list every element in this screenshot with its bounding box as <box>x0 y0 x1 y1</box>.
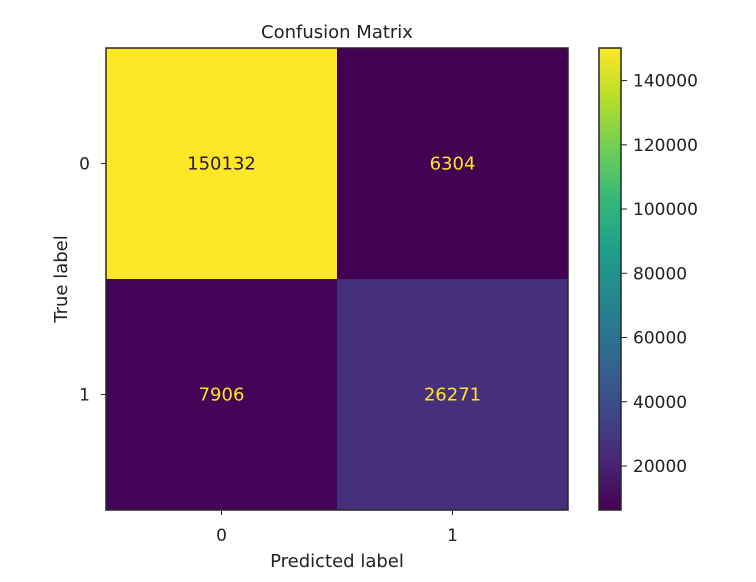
heatmap-cell-1-0 <box>106 279 337 510</box>
colorbar-tick-label: 120000 <box>633 136 698 156</box>
plot-frame <box>105 47 569 511</box>
colorbar-tick-label: 140000 <box>633 72 698 92</box>
x-axis-label: Predicted label <box>270 551 404 572</box>
heatmap-cells <box>106 48 568 510</box>
colorbar-tick-label: 100000 <box>633 200 698 220</box>
cell-value-label-1-1: 26271 <box>424 385 481 406</box>
x-tick-label: 0 <box>216 526 227 546</box>
chart-title: Confusion Matrix <box>261 22 413 43</box>
y-axis-label: True label <box>51 235 72 324</box>
y-tick-label: 0 <box>79 155 90 175</box>
cell-value-label-0-1: 6304 <box>430 154 476 175</box>
colorbar-tick-label: 60000 <box>633 329 687 349</box>
colorbar <box>598 47 622 511</box>
heatmap-cell-1-1 <box>337 279 568 510</box>
y-tick-labels: 01 <box>79 155 106 406</box>
colorbar-tick-label: 80000 <box>633 264 687 284</box>
colorbar-tick-label: 40000 <box>633 393 687 413</box>
colorbar-tick-label: 20000 <box>633 457 687 477</box>
y-tick-label: 1 <box>79 386 90 406</box>
cell-value-labels: 150132 6304 7906 26271 <box>187 154 481 406</box>
x-tick-label: 1 <box>447 526 458 546</box>
cell-value-label-1-0: 7906 <box>199 385 245 406</box>
cell-value-label-0-0: 150132 <box>187 154 256 175</box>
heatmap-cell-0-1 <box>337 48 568 279</box>
colorbar-ticks: 20000 40000 60000 80000 100000 120000 140000 <box>621 72 698 477</box>
heatmap-cell-0-0 <box>106 48 337 279</box>
